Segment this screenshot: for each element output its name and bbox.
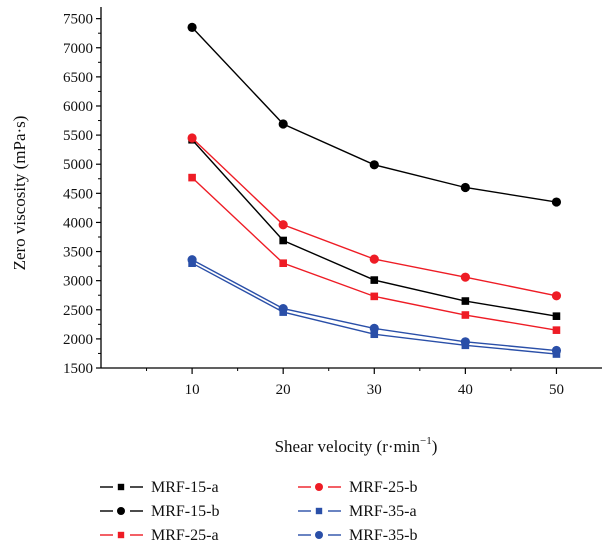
data-point (460, 337, 470, 347)
data-point (369, 254, 379, 264)
data-point (278, 119, 288, 129)
y-tick-label: 7000 (63, 41, 93, 57)
data-point (370, 330, 379, 339)
x-axis-title: Shear velocity (r·min−1) (275, 435, 438, 456)
legend: MRF-15-a MRF-15-b MRF-25-a MRF-25-b MRF-35-a… (100, 479, 417, 544)
data-point (460, 272, 470, 282)
legend-marker (117, 531, 125, 539)
legend-label: MRF-35-b (349, 527, 417, 544)
y-tick-label: 4500 (63, 186, 93, 202)
axes: 1500 2000 2500 3000 3500 4000 4500 5000 5500 6000… (63, 7, 602, 398)
legend-label: MRF-15-a (151, 479, 219, 496)
legend-label: MRF-35-a (349, 503, 417, 520)
plot-area (187, 22, 562, 358)
y-tick-label: 5500 (63, 128, 93, 144)
data-point (370, 292, 379, 301)
y-tick-label: 4000 (63, 215, 93, 231)
y-tick-label: 1500 (63, 361, 93, 377)
data-point (369, 323, 379, 334)
y-tick-label: 6000 (63, 99, 93, 115)
legend-marker (117, 483, 125, 491)
y-tick-label: 3500 (63, 245, 93, 261)
x-tick-label: 20 (276, 382, 291, 398)
legend-label: MRF-15-b (151, 503, 219, 520)
data-point (461, 311, 470, 319)
x-tick-label: 10 (185, 382, 200, 398)
data-point (552, 326, 561, 334)
data-point (187, 255, 197, 265)
y-tick-label: 5000 (63, 157, 93, 173)
data-point (370, 276, 379, 284)
legend-marker (315, 531, 323, 539)
data-point (551, 345, 562, 356)
x-tick-label: 50 (549, 382, 564, 398)
y-axis-title: Zero viscosity (mPa·s) (10, 116, 29, 271)
x-tick-label: 40 (458, 382, 473, 398)
series-line (191, 26, 557, 203)
y-tick-label: 7500 (63, 12, 93, 28)
data-point (551, 197, 562, 207)
data-point (188, 173, 196, 182)
x-tick-label: 30 (367, 382, 382, 398)
legend-marker (117, 507, 125, 515)
data-point (369, 160, 379, 170)
data-point (460, 182, 470, 193)
y-tick-label: 6500 (63, 70, 93, 86)
data-point (279, 236, 287, 245)
data-point (187, 22, 197, 32)
data-point (279, 259, 287, 267)
y-tick-label: 2000 (63, 332, 93, 348)
data-point (461, 297, 470, 305)
legend-marker (315, 507, 323, 515)
data-point (551, 291, 562, 301)
y-tick-label: 2500 (63, 303, 93, 319)
legend-marker (315, 483, 323, 491)
data-point (552, 312, 561, 320)
data-point (278, 304, 288, 314)
legend-label: MRF-25-b (349, 479, 417, 496)
data-point (187, 133, 197, 143)
data-point (278, 220, 288, 230)
y-tick-label: 3000 (63, 274, 93, 290)
legend-label: MRF-25-a (151, 527, 219, 544)
